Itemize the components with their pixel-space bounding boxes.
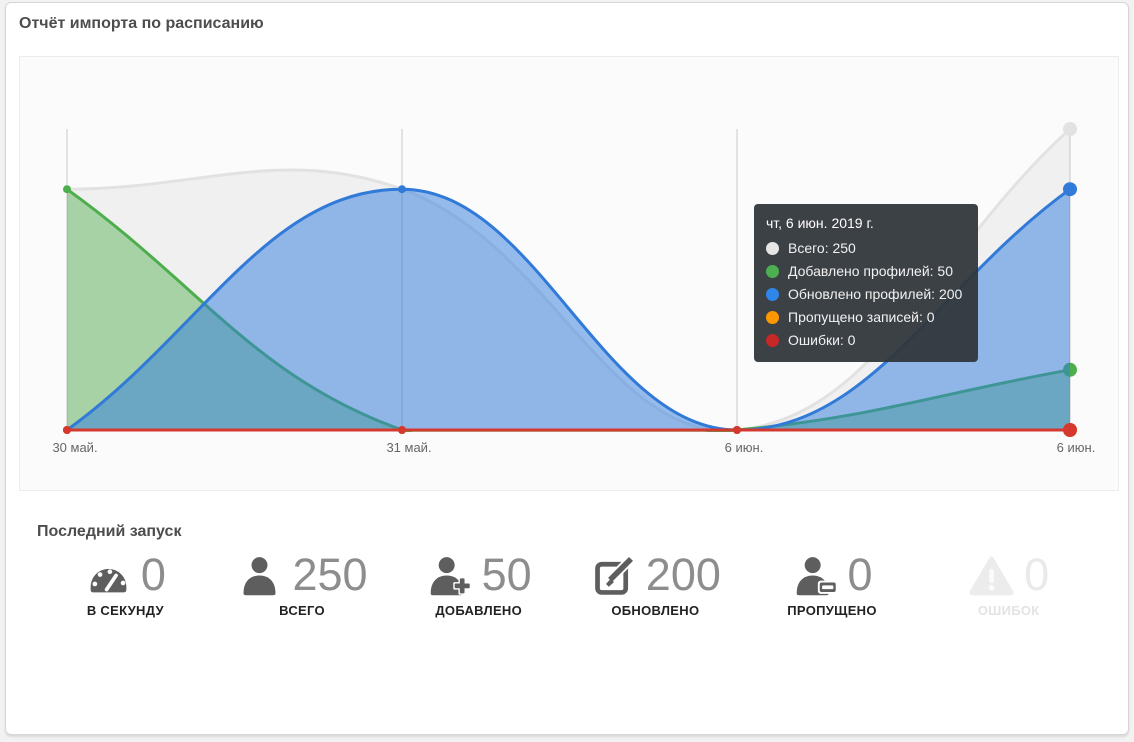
stat-value: 250 bbox=[292, 549, 368, 600]
stat-updated: 200 ОБНОВЛЕНО bbox=[567, 550, 744, 618]
stat-label: ДОБАВЛЕНО bbox=[435, 603, 523, 618]
tooltip-row-text: Обновлено профилей: 200 bbox=[788, 286, 963, 302]
tooltip-row-text: Ошибки: 0 bbox=[788, 332, 856, 348]
stat-label: ПРОПУЩЕНО bbox=[787, 603, 877, 618]
user-plus-icon bbox=[430, 556, 471, 595]
stat-value: 50 bbox=[481, 549, 532, 600]
report-card: Отчёт импорта по расписанию 30 май. 31 м… bbox=[5, 2, 1129, 735]
x-axis-tick-label: 30 май. bbox=[52, 440, 98, 455]
chart-tooltip: чт, 6 июн. 2019 г. Всего: 250 Добавлено … bbox=[754, 204, 978, 362]
total-series-dot bbox=[766, 242, 779, 255]
last-run-stats: 0 В СЕКУНДУ 250 ВСЕГО bbox=[37, 549, 1097, 619]
x-axis-tick-label: 6 июн. bbox=[724, 440, 764, 455]
tooltip-row-text: Всего: 250 bbox=[788, 240, 856, 256]
stat-label: В СЕКУНДУ bbox=[86, 603, 164, 618]
stat-value: 0 bbox=[140, 549, 166, 600]
stat-label: ОШИБОК bbox=[977, 603, 1040, 618]
tachometer-icon bbox=[90, 568, 127, 592]
last-run-title: Последний запуск bbox=[37, 523, 182, 540]
tooltip-row-text: Добавлено профилей: 50 bbox=[788, 263, 954, 279]
x-axis-tick-label: 6 июн. bbox=[1056, 440, 1096, 455]
stat-skipped: 0 ПРОПУЩЕНО bbox=[744, 549, 921, 619]
added-series-dot bbox=[766, 265, 779, 278]
stat-errors: 0 ОШИБОК bbox=[920, 550, 1097, 618]
tooltip-row-updated: Обновлено профилей: 200 bbox=[766, 283, 966, 306]
tooltip-row-skipped: Пропущено записей: 0 bbox=[766, 306, 966, 329]
stat-label: ВСЕГО bbox=[279, 603, 325, 618]
page-title: Отчёт импорта по расписанию bbox=[19, 15, 264, 32]
tooltip-row-text: Пропущено записей: 0 bbox=[788, 309, 935, 325]
stat-value: 0 bbox=[1024, 549, 1050, 600]
stat-per-second: 0 В СЕКУНДУ bbox=[37, 549, 214, 619]
stat-label: ОБНОВЛЕНО bbox=[611, 603, 700, 618]
edit-icon bbox=[594, 552, 637, 595]
stat-added: 50 ДОБАВЛЕНО bbox=[390, 550, 567, 618]
tooltip-row-total: Всего: 250 bbox=[766, 237, 966, 260]
stat-value: 0 bbox=[847, 549, 873, 600]
user-minus-icon bbox=[796, 556, 838, 595]
errors-series-dot bbox=[766, 334, 779, 347]
skipped-series-dot bbox=[766, 311, 779, 324]
tooltip-date: чт, 6 июн. 2019 г. bbox=[766, 215, 874, 231]
x-axis-tick-label: 31 май. bbox=[386, 440, 432, 455]
import-schedule-chart[interactable] bbox=[20, 57, 1118, 490]
stat-total: 250 ВСЕГО bbox=[214, 550, 391, 618]
updated-series-dot bbox=[766, 288, 779, 301]
chart-panel: 30 май. 31 май. 6 июн. 6 июн. чт, 6 июн.… bbox=[19, 56, 1119, 491]
tooltip-row-added: Добавлено профилей: 50 bbox=[766, 260, 966, 283]
stat-value: 200 bbox=[645, 549, 721, 600]
warning-icon bbox=[969, 555, 1014, 595]
user-icon bbox=[243, 556, 276, 595]
tooltip-row-errors: Ошибки: 0 bbox=[766, 329, 966, 352]
